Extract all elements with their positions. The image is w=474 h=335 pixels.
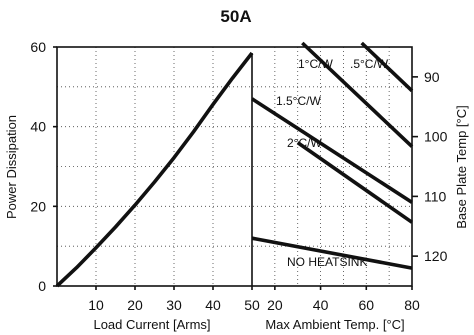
left-x-ticks: 10 20 30 40 50 (88, 286, 260, 313)
curve-no-heatsink (251, 236, 413, 270)
right-y-tick-label: 90 (424, 69, 440, 85)
left-y-tick-label: 40 (30, 119, 46, 135)
chart-title: 50A (220, 7, 251, 26)
left-y-axis-label: Power Dissipation (4, 115, 19, 219)
series-label-1cw: 1°C/W (298, 57, 333, 71)
right-x-ticks: 20 40 60 80 (267, 286, 420, 313)
left-y-tick-label: 20 (30, 198, 46, 214)
left-x-axis-label: Load Current [Arms] (93, 317, 210, 332)
left-x-tick-label: 20 (127, 297, 143, 313)
left-y-tick-label: 0 (38, 278, 46, 294)
series-label-15cw: 1.5°C/W (276, 94, 321, 108)
left-y-ticks: 0 20 40 60 (30, 39, 57, 294)
right-y-axis-label: Base Plate Temp [°C] (454, 105, 469, 228)
series-label-no-heatsink: NO HEATSINK (287, 255, 367, 269)
power-dissipation-curve (55, 51, 254, 288)
series-label-2cw: 2°C/W (287, 136, 322, 150)
right-y-tick-label: 100 (424, 129, 448, 145)
right-x-tick-label: 20 (267, 297, 283, 313)
curve-2cw (296, 141, 414, 224)
plot-frame (56, 46, 413, 287)
left-x-tick-label: 40 (205, 297, 221, 313)
right-x-tick-label: 40 (313, 297, 329, 313)
right-x-axis-label: Max Ambient Temp. [°C] (265, 317, 404, 332)
right-x-tick-label: 80 (404, 297, 420, 313)
left-x-tick-label: 10 (88, 297, 104, 313)
right-y-tick-label: 120 (424, 248, 448, 264)
curve-1cw (301, 41, 414, 148)
series-label-05cw: .5°C/W (350, 57, 389, 71)
left-y-tick-label: 60 (30, 39, 46, 55)
curve-15cw (251, 97, 413, 204)
left-x-tick-label: 30 (166, 297, 182, 313)
curves (55, 41, 414, 288)
left-x-tick-label: 50 (244, 297, 260, 313)
right-y-ticks: 90 100 110 120 (412, 69, 448, 264)
curve-05cw (360, 41, 414, 93)
right-x-tick-label: 60 (358, 297, 374, 313)
right-y-tick-label: 110 (424, 188, 447, 204)
